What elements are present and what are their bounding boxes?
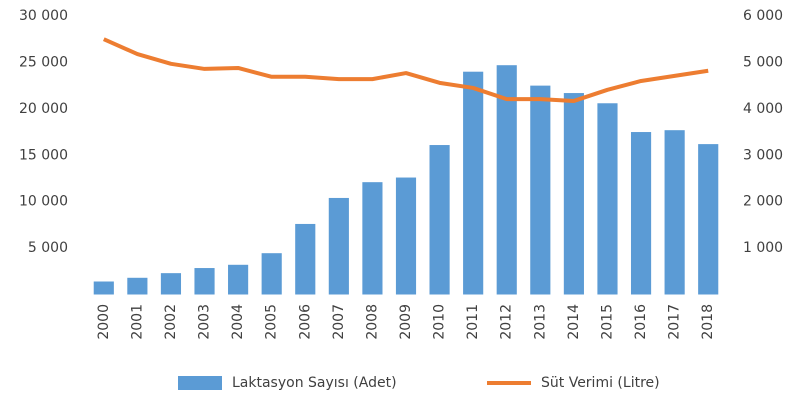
bar [463,71,484,295]
x-tick-label: 2011 [465,304,481,340]
y-tick-label: 5 000 [28,240,68,256]
bar [93,281,114,295]
line [102,37,709,103]
x-tick-label: 2004 [230,304,246,340]
legend-label: Süt Verimi (Litre) [541,375,660,391]
x-tick-label: 2017 [667,304,683,340]
x-tick-label: 2000 [96,304,112,340]
x-tick-label: 2010 [432,304,448,340]
bar [597,103,618,295]
bar [228,264,249,295]
bar [194,268,215,295]
bar [496,65,517,295]
bar [563,93,584,295]
bar [698,144,719,295]
legend-label: Laktasyon Sayısı (Adet) [232,375,397,391]
y2-tick-label: 5 000 [743,54,783,70]
bar [261,253,282,295]
x-tick-label: 2018 [700,304,716,340]
y2-tick-label: 4 000 [743,101,783,117]
y-tick-label: 20 000 [19,101,68,117]
bar [127,277,148,295]
bar [630,132,652,295]
bar [664,130,685,295]
x-tick-label: 2014 [566,304,582,340]
x-tick-label: 2007 [331,304,347,340]
bar [530,85,551,295]
x-tick-label: 2009 [398,304,414,340]
y2-tick-label: 1 000 [743,240,783,256]
x-tick-label: 2005 [264,304,280,340]
y-tick-label: 15 000 [19,147,68,163]
y-tick-label: 10 000 [19,194,68,210]
y2-tick-label: 3 000 [743,147,783,163]
x-tick-label: 2002 [163,304,179,340]
bar [429,145,450,295]
bar [160,273,182,295]
bar [328,197,349,295]
x-tick-label: 2012 [499,304,515,340]
x-tick-label: 2003 [197,304,213,340]
y-tick-label: 25 000 [19,54,68,70]
y2-tick-label: 6 000 [743,8,783,24]
x-tick-label: 2006 [297,304,313,340]
x-tick-label: 2001 [129,304,145,340]
x-tick-label: 2015 [599,304,615,340]
bar [362,182,383,295]
y-tick-label: 30 000 [19,8,68,24]
x-tick-label: 2013 [532,304,548,340]
y2-tick-label: 2 000 [743,194,783,210]
legend-swatch [178,376,222,390]
bar [395,177,417,295]
x-tick-label: 2008 [364,304,380,340]
bar [295,223,316,295]
x-tick-label: 2016 [633,304,649,340]
